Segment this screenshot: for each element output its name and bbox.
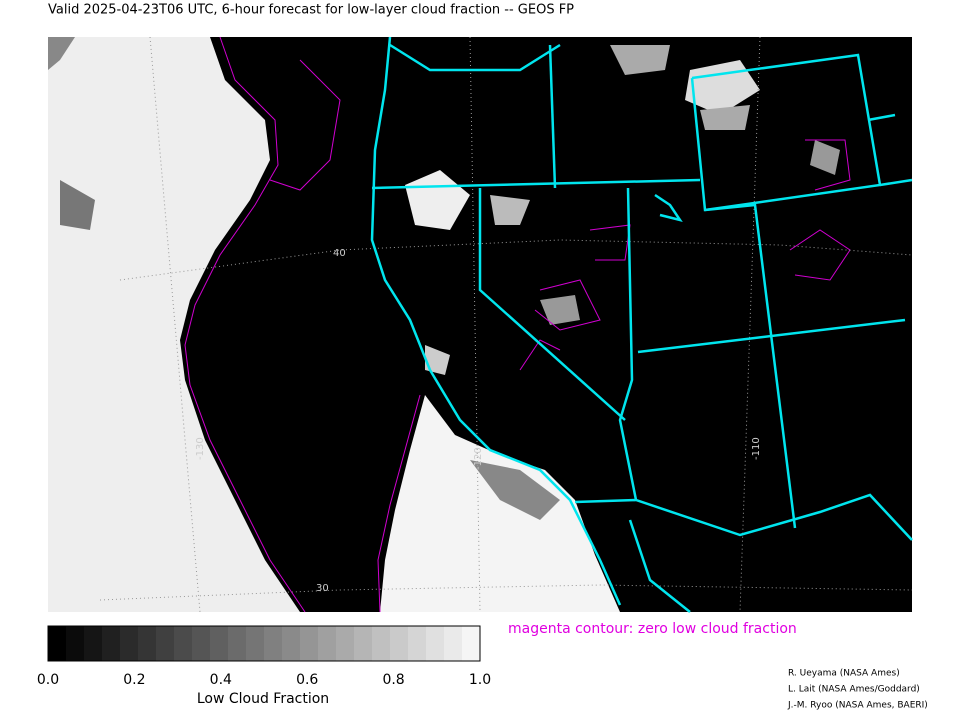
colorbar-step (192, 626, 211, 661)
colorbar-step (426, 626, 445, 661)
grid-label: -110 (751, 437, 762, 460)
colorbar-tick-label: 0.4 (210, 672, 232, 688)
title: Valid 2025-04-23T06 UTC, 6-hour forecast… (48, 3, 574, 18)
colorbar-step (66, 626, 85, 661)
colorbar-step (210, 626, 229, 661)
colorbar-step (246, 626, 265, 661)
grid-label: 30 (316, 583, 329, 594)
colorbar-step (156, 626, 175, 661)
colorbar-tick-label: 1.0 (469, 672, 491, 688)
grid-label: -130 (195, 437, 206, 460)
colorbar-label: Low Cloud Fraction (197, 691, 329, 707)
colorbar-step (372, 626, 391, 661)
graticule (99, 36, 913, 613)
grid-label: 40 (333, 248, 346, 259)
colorbar-step (336, 626, 355, 661)
colorbar-step (300, 626, 319, 661)
colorbar-step (390, 626, 409, 661)
colorbar-tick-label: 0.8 (382, 672, 404, 688)
colorbar-tick-label: 0.0 (37, 672, 59, 688)
credit: L. Lait (NASA Ames/Goddard) (788, 685, 920, 695)
colorbar-frame (47, 625, 481, 662)
colorbar-step (48, 626, 67, 661)
colorbar-step (354, 626, 373, 661)
borders (370, 36, 913, 613)
credit: J.-M. Ryoo (NASA Ames, BAERI) (787, 701, 928, 711)
colorbar-step (174, 626, 193, 661)
colorbar-step (408, 626, 427, 661)
colorbar-step (264, 626, 283, 661)
colorbar-tick-label: 0.2 (123, 672, 145, 688)
grid-label: -120 (473, 447, 484, 470)
colorbar-step (444, 626, 463, 661)
colorbar-step (228, 626, 247, 661)
colorbar-step (282, 626, 301, 661)
grid-labels: 40 30 -130 -120 -110 (195, 248, 762, 594)
colorbar-step (462, 626, 481, 661)
colorbar-step (138, 626, 157, 661)
credit: R. Ueyama (NASA Ames) (788, 669, 900, 679)
colorbar-step (120, 626, 139, 661)
note: magenta contour: zero low cloud fraction (508, 621, 797, 637)
colorbar-step (318, 626, 337, 661)
colorbar-step (102, 626, 121, 661)
colorbar-step (84, 626, 103, 661)
colorbar (48, 626, 481, 661)
colorbar-tick-label: 0.6 (296, 672, 318, 688)
